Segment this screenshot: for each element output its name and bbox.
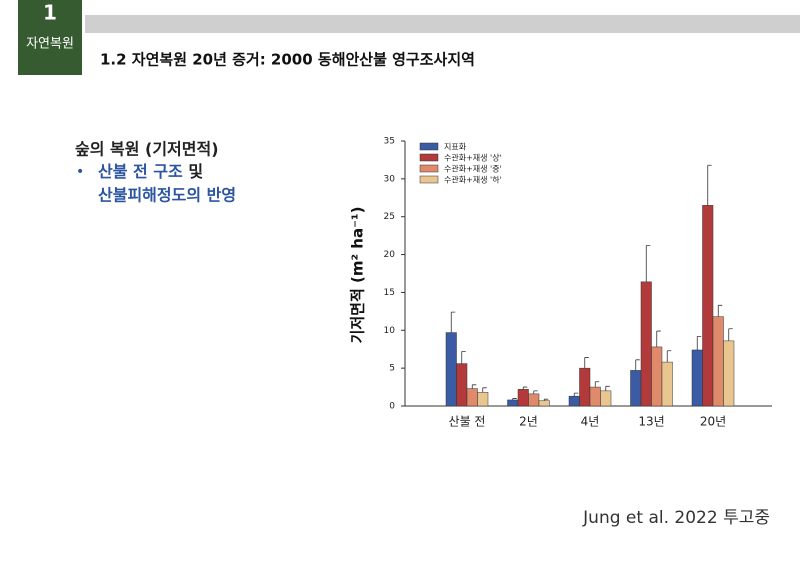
bar <box>517 389 529 407</box>
y-tick-label: 35 <box>384 137 395 147</box>
bar <box>702 205 714 407</box>
legend-swatch <box>419 164 439 173</box>
bullet-heading: 숲의 복원 (기저면적) <box>75 140 219 159</box>
bar <box>723 340 735 407</box>
error-bar <box>543 398 549 401</box>
bullet-black: 및 <box>188 162 203 181</box>
bullet-blue: 산불 전 구조 <box>98 162 183 181</box>
error-bar <box>512 398 517 400</box>
bar <box>456 363 468 407</box>
error-bar <box>728 328 733 341</box>
y-tick-label: 0 <box>389 402 395 412</box>
error-bar <box>707 164 712 206</box>
citation: Jung et al. 2022 투고중 <box>582 508 770 528</box>
error-bar <box>594 381 600 388</box>
legend-swatch <box>419 153 439 162</box>
bullet-text: 산불피해정도의 반영 <box>98 186 236 205</box>
bar <box>568 395 580 407</box>
y-tick-label: 15 <box>384 288 395 298</box>
legend-label: 수관화+재생 '하' <box>444 175 502 185</box>
bar <box>661 361 673 407</box>
x-tick-label: 20년 <box>700 415 726 429</box>
bar <box>640 281 652 407</box>
y-tick-label: 25 <box>384 212 395 222</box>
legend-swatch <box>419 142 439 151</box>
error-bar <box>645 245 651 282</box>
x-tick-label: 2년 <box>519 415 538 429</box>
x-tick-label: 13년 <box>638 415 664 429</box>
y-tick-label: 30 <box>384 174 396 184</box>
bar <box>651 346 663 407</box>
error-bar <box>666 350 672 363</box>
bar <box>528 393 540 407</box>
y-tick-label: 20 <box>384 250 396 260</box>
error-bar <box>656 330 661 347</box>
badge-number: 1 <box>43 1 57 25</box>
badge-texture <box>18 0 82 75</box>
bar <box>477 392 489 407</box>
error-bar <box>461 351 466 364</box>
error-bar <box>450 311 456 333</box>
slide-title: 1.2 자연복원 20년 증거: 2000 동해안산불 영구조사지역 <box>100 51 475 69</box>
legend-label: 수관화+재생 '중' <box>444 164 502 174</box>
x-tick-label: 산불 전 <box>449 415 486 429</box>
header-bar <box>85 15 800 33</box>
bar <box>589 386 601 407</box>
legend-label: 수관화+재생 '상' <box>444 153 502 163</box>
bar <box>630 370 642 407</box>
error-bar <box>696 335 702 350</box>
legend-label: 지표화 <box>444 143 467 152</box>
bullet-marker: • <box>76 164 84 180</box>
bar <box>579 367 591 407</box>
bar <box>712 316 724 407</box>
bar <box>507 399 519 407</box>
bar <box>600 390 612 407</box>
error-bar <box>482 387 487 393</box>
y-axis-label: 기저면적 (m² ha⁻¹) <box>349 207 367 344</box>
bar <box>466 388 478 407</box>
x-tick-label: 4년 <box>581 415 600 429</box>
bar <box>538 400 550 407</box>
error-bar <box>635 359 640 371</box>
y-tick-label: 10 <box>384 326 396 336</box>
bar <box>691 349 703 407</box>
error-bar <box>605 385 610 391</box>
legend-swatch <box>419 175 439 184</box>
badge-label: 자연복원 <box>26 37 74 52</box>
bar <box>445 332 457 407</box>
y-tick-label: 5 <box>389 364 395 374</box>
bullet-text: 산불 전 구조 및 <box>98 162 203 181</box>
error-bar <box>533 390 538 394</box>
error-bar <box>573 392 579 397</box>
error-bar <box>471 384 477 389</box>
chart: 0 5 10 15 20 25 30 35 기저면적 (m² ha⁻¹) 산불 전 2년 4년 13년 2… <box>349 137 772 429</box>
error-bar <box>522 386 528 390</box>
error-bar <box>584 357 589 369</box>
error-bar <box>717 304 723 317</box>
